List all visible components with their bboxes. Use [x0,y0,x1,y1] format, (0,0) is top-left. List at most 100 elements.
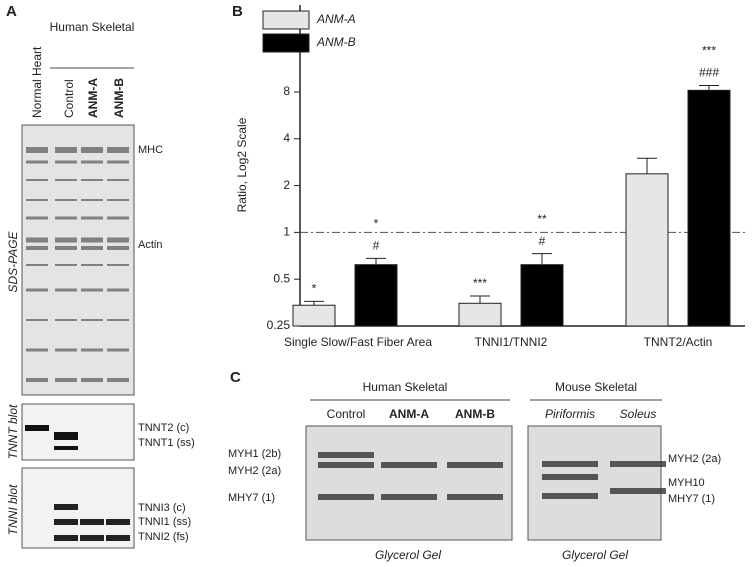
gel-band [106,519,130,525]
gel-band [55,348,77,352]
significance-mark: * [374,217,379,231]
gel-band [26,179,48,181]
band-label: TNNI2 (fs) [138,531,189,543]
gel-band [107,147,129,153]
gel-band [106,535,130,541]
gel-band [81,348,103,352]
gel-band [81,246,103,250]
band-label: Actin [138,239,162,251]
gel-band [55,216,77,220]
gel-band [107,264,129,266]
gel-images [21,124,135,549]
gel-band [55,237,77,243]
gel-band [107,348,129,352]
gel-bands [318,452,666,500]
gel-band [81,237,103,243]
gel-band [54,446,78,450]
gel-band [81,160,103,164]
gel-band [55,199,77,201]
gel-band [54,504,78,510]
gel-band [107,199,129,201]
x-tick-label: TNNI1/TNNI2 [475,335,548,349]
gel-band [26,264,48,266]
gel-band [54,535,78,541]
gel [21,124,135,396]
y-tick-label: 1 [283,225,290,239]
significance-mark: ### [699,66,719,80]
gel-band [107,246,129,250]
legend-label: ANM-A [316,12,356,26]
panel-label: A [6,3,17,20]
blot-label: TNNI blot [6,484,20,535]
significance-mark: *** [702,44,716,58]
legend-swatch [262,10,310,30]
x-tick-label: TNNT2/Actin [644,335,713,349]
panel-label: C [230,369,241,386]
y-axis-title: Ratio, Log2 Scale [235,117,249,212]
y-tick-label: 0.25 [267,318,291,332]
gel-band [80,535,104,541]
lane-label: ANM-A [86,78,100,118]
band-label: MYH10 [668,477,705,489]
lane-label: Normal Heart [30,46,44,118]
gel-band [381,494,437,500]
gel-band [81,147,103,153]
gel [527,425,662,541]
lane-label: ANM-B [112,78,126,118]
significance-mark: # [539,234,546,248]
gel-band [26,378,48,382]
blot-label: TNNT blot [6,404,20,459]
gel-band [610,461,666,467]
band-label: TNNT2 (c) [138,422,189,434]
y-tick-label: 8 [283,84,290,98]
gel-band [81,264,103,266]
gel-band [318,462,374,468]
gel-band [107,319,129,321]
band-label: MYH2 (2a) [668,453,721,465]
gel-band [107,179,129,181]
gel-band [55,378,77,382]
band-label: TNNT1 (ss) [138,437,195,449]
significance-mark: *** [473,276,487,290]
bar [354,264,398,327]
gel-band [107,160,129,164]
blot-label: SDS-PAGE [6,230,20,292]
gel-band [542,474,598,480]
gel-band [26,319,48,321]
gel-band [54,519,78,525]
gel-band [610,488,666,494]
gel-band [26,160,48,164]
gel-band [542,461,598,467]
gel-band [55,319,77,321]
gel-band [81,216,103,220]
gel-band [26,348,48,352]
bar-chart: 0.250.5124816Single Slow/Fast Fiber Area… [262,5,745,349]
gel-band [26,246,48,250]
gel-band [26,216,48,220]
gel-band [26,199,48,201]
gel-band [55,264,77,266]
gel-band [80,519,104,525]
significance-mark: ** [537,212,547,226]
gel-band [81,199,103,201]
gel-band [55,288,77,292]
x-tick-label: Single Slow/Fast Fiber Area [284,335,432,349]
band-label: MHY7 (1) [228,492,275,504]
gel-band [107,216,129,220]
gel-band [26,237,48,243]
gel-band [55,246,77,250]
lane-label: ANM-A [389,407,429,421]
y-tick-label: 2 [283,178,290,192]
gel-band [318,452,374,458]
gel-header: Mouse Skeletal [555,380,637,394]
gel-band [81,179,103,181]
lane-label: Control [62,79,76,118]
band-label: TNNI1 (ss) [138,516,191,528]
lane-label: Piriformis [545,407,595,421]
bar [520,264,564,327]
gel-band [107,237,129,243]
bar [625,173,669,327]
lane-label: ANM-B [455,407,495,421]
